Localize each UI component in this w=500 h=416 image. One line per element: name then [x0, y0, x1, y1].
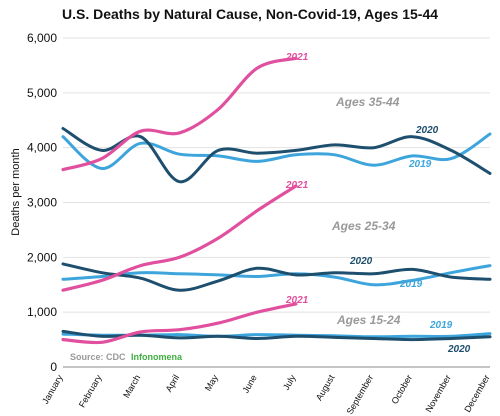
- x-tick-label-january: January: [40, 373, 65, 406]
- series-label-ages-25-34-2019: 2019: [399, 279, 423, 290]
- y-tick-label: 6,000: [27, 31, 57, 45]
- x-tick-label-february: February: [77, 373, 104, 410]
- series-label-ages-35-44-2019: 2019: [408, 159, 432, 170]
- y-tick-label: 4,000: [27, 141, 57, 155]
- y-tick-label: 2,000: [27, 250, 57, 264]
- x-tick-label-april: April: [164, 373, 182, 394]
- series-label-ages-25-34-2021: 2021: [285, 180, 309, 191]
- x-tick-label-june: June: [240, 373, 258, 395]
- y-tick-label: 5,000: [27, 86, 57, 100]
- group-label-ages-25-34: Ages 25-34: [331, 219, 396, 233]
- series-line-ages-15-24-2020: [61, 329, 492, 342]
- series-line-ages-25-34-2020: [61, 262, 492, 292]
- x-tick-label-december: December: [462, 373, 491, 414]
- x-tick-label-october: October: [389, 373, 414, 406]
- group-label-ages-35-44: Ages 35-44: [335, 95, 400, 109]
- series-label-ages-15-24-2019: 2019: [429, 320, 453, 331]
- series-label-ages-35-44-2020: 2020: [415, 125, 439, 136]
- gridlines: [63, 37, 490, 368]
- group-label-ages-15-24: Ages 15-24: [336, 313, 401, 327]
- series-lines: [61, 56, 492, 345]
- series-label-ages-25-34-2020: 2020: [349, 256, 373, 267]
- chart-title: U.S. Deaths by Natural Cause, Non-Covid-…: [61, 6, 439, 22]
- series-line-ages-35-44-2019: [61, 132, 492, 170]
- source-note: Source: CDC: [70, 352, 126, 362]
- series-line-ages-15-24-2021: [61, 302, 298, 345]
- series-line-ages-35-44-2021: [61, 56, 298, 172]
- x-tick-label-may: May: [203, 373, 220, 393]
- x-tick-label-november: November: [423, 373, 452, 414]
- series-label-ages-35-44-2021: 2021: [285, 52, 309, 63]
- y-tick-label: 1,000: [27, 305, 57, 319]
- series-label-ages-15-24-2021: 2021: [285, 295, 309, 306]
- series-line-ages-35-44-2020: [61, 127, 492, 184]
- series-line-ages-25-34-2021: [61, 184, 298, 292]
- x-tick-label-august: August: [314, 373, 337, 403]
- annotations: Ages 35-44 2021 2020 2019 Ages 25-34 2021 2020…: [70, 52, 471, 362]
- brand-logo-text: Infonomena: [131, 352, 183, 362]
- series-line-ages-25-34-2019: [61, 264, 492, 287]
- series-label-ages-15-24-2020: 2020: [447, 344, 471, 355]
- x-tick-label-september: September: [345, 373, 376, 416]
- x-tick-label-july: July: [281, 373, 298, 392]
- y-tick-label: 3,000: [27, 196, 57, 210]
- x-tick-label-march: March: [121, 373, 142, 400]
- y-tick-label: 0: [50, 360, 57, 374]
